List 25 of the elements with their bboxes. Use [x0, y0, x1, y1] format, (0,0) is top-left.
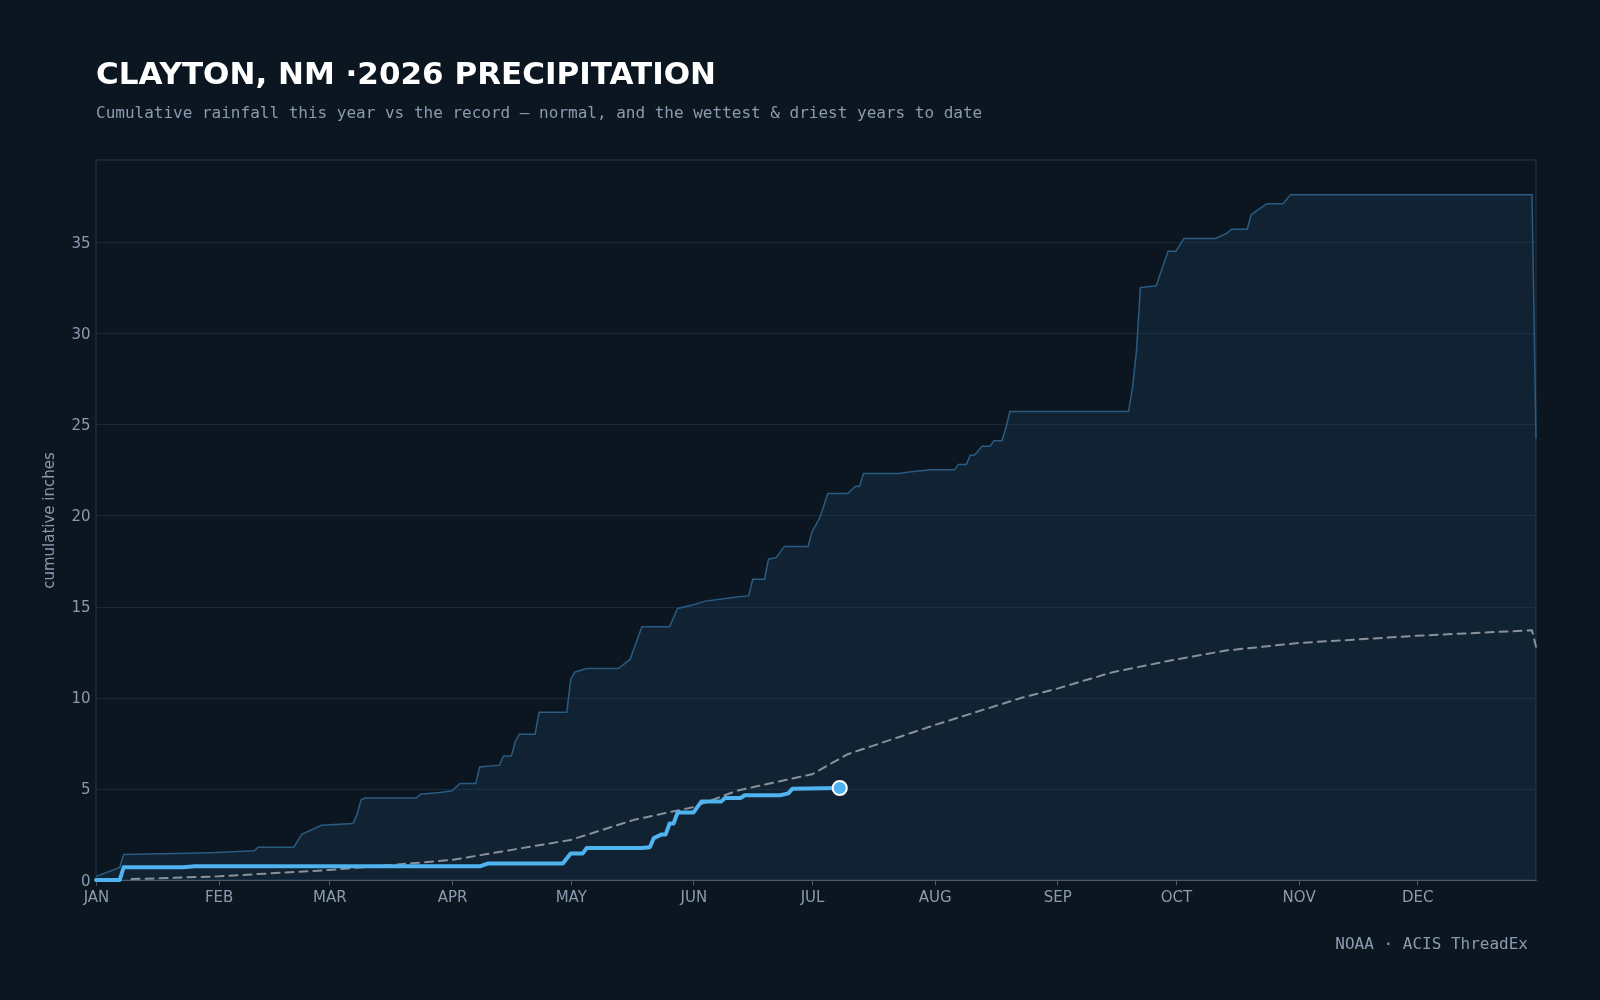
x-tick-label: APR	[437, 887, 468, 906]
y-tick-label: 15	[71, 598, 91, 617]
y-axis-title: cumulative inches	[40, 452, 59, 589]
text: NOAA · ACIS ThreadEx	[1335, 934, 1528, 953]
chart-subtitle: Cumulative rainfall this year vs the record — normal, and the wettest & driest years to date	[96, 103, 983, 122]
y-tick-label: 0	[80, 871, 91, 890]
y-tick-label: 35	[71, 233, 91, 252]
x-tick-label: FEB	[204, 887, 234, 906]
x-tick-label: JUL	[799, 887, 826, 906]
y-tick-label: 20	[71, 506, 91, 525]
chart-title: CLAYTON, NM ·2026 PRECIPITATION	[96, 55, 717, 91]
y-tick-label: 25	[71, 415, 91, 434]
line-series	[130, 629, 1537, 881]
y-tick-label: 10	[71, 689, 91, 708]
x-tick-label: JAN	[82, 887, 110, 906]
x-tick-label: DEC	[1402, 887, 1434, 906]
x-tick-label: OCT	[1160, 887, 1194, 906]
y-tick-label: 5	[80, 780, 91, 799]
y-tick-label: 30	[71, 324, 91, 343]
x-tick-label: NOV	[1282, 887, 1317, 906]
x-tick-label: AUG	[918, 887, 952, 906]
x-tick-label: MAR	[313, 887, 347, 906]
x-tick-label: MAY	[555, 887, 588, 906]
x-tick-label: SEP	[1043, 887, 1072, 906]
x-tick-label: JUN	[679, 887, 708, 906]
